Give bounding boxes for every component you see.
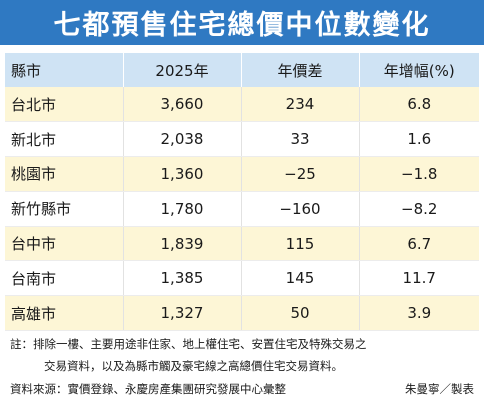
header-diff: 年價差: [241, 53, 360, 87]
cell-price: 3,660: [123, 87, 242, 123]
cell-growth: 6.7: [359, 226, 479, 262]
cell-diff: −25: [241, 156, 360, 192]
cell-diff: −160: [241, 191, 360, 227]
cell-growth: −8.2: [359, 191, 479, 227]
cell-diff: 115: [241, 226, 360, 262]
cell-growth: −1.8: [359, 156, 479, 192]
cell-growth: 3.9: [359, 295, 479, 332]
cell-city: 桃園市: [5, 156, 124, 192]
cell-city: 台中市: [5, 226, 124, 262]
cell-city: 新北市: [5, 121, 124, 158]
table-row: 新北市 2,038 33 1.6: [5, 121, 479, 158]
source-credit: 資料來源：實價登錄、永慶房產集團研究發展中心彙整: [10, 382, 286, 396]
cell-growth: 6.8: [359, 87, 479, 123]
table-row: 台中市 1,839 115 6.7: [5, 226, 479, 262]
cell-price: 1,839: [123, 226, 242, 262]
cell-price: 1,360: [123, 156, 242, 192]
cell-price: 1,385: [123, 260, 242, 297]
header-city: 縣市: [5, 53, 124, 87]
cell-growth: 1.6: [359, 121, 479, 158]
cell-growth: 11.7: [359, 260, 479, 297]
cell-price: 1,780: [123, 191, 242, 227]
author-credit: 朱曼寧／製表: [405, 382, 474, 396]
title-bar: 七都預售住宅總價中位數變化: [0, 0, 484, 45]
header-price: 2025年: [123, 53, 242, 87]
table-row: 台南市 1,385 145 11.7: [5, 260, 479, 297]
cell-city: 高雄市: [5, 295, 124, 332]
cell-city: 台南市: [5, 260, 124, 297]
page-title: 七都預售住宅總價中位數變化: [53, 10, 431, 41]
cell-diff: 234: [241, 87, 360, 123]
cell-price: 2,038: [123, 121, 242, 158]
cell-city: 台北市: [5, 87, 124, 123]
table-row: 高雄市 1,327 50 3.9: [5, 295, 479, 332]
header-growth: 年增幅(%): [359, 53, 479, 87]
cell-diff: 33: [241, 121, 360, 158]
cell-diff: 50: [241, 295, 360, 332]
table-header-row: 縣市 2025年 年價差 年增幅(%): [5, 53, 479, 87]
cell-city: 新竹縣市: [5, 191, 124, 227]
footnote-line-2: 交易資料，以及為縣市觸及豪宅線之高總價住宅交易資料。: [44, 359, 343, 373]
table-row: 台北市 3,660 234 6.8: [5, 87, 479, 123]
table-row: 新竹縣市 1,780 −160 −8.2: [5, 191, 479, 227]
table-row: 桃園市 1,360 −25 −1.8: [5, 156, 479, 192]
cell-diff: 145: [241, 260, 360, 297]
price-table: 縣市 2025年 年價差 年增幅(%) 台北市 3,660 234 6.8 新北…: [5, 53, 479, 332]
cell-price: 1,327: [123, 295, 242, 332]
footnote-line-1: 註：排除一樓、主要用途非住家、地上權住宅、安置住宅及特殊交易之: [10, 337, 367, 351]
